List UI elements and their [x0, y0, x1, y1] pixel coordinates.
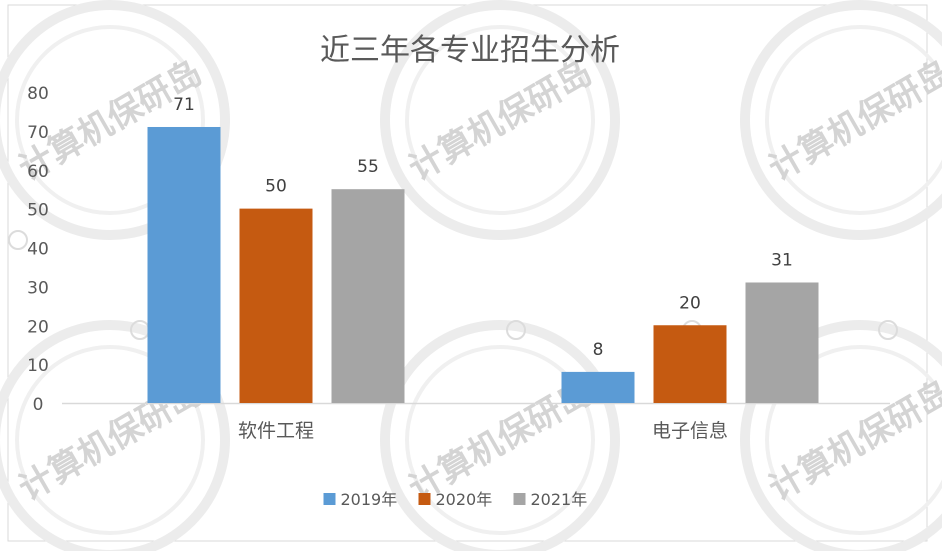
watermark-dot: [878, 320, 898, 340]
x-axis: 软件工程 电子信息: [62, 402, 890, 442]
watermark-ring: [405, 25, 595, 215]
data-labels: 71 50 55 8 20 31: [173, 95, 793, 360]
x-category-label: 软件工程: [238, 420, 314, 442]
legend-swatch: [418, 493, 431, 505]
watermark-ring: [765, 25, 942, 215]
watermark-dot: [506, 320, 526, 340]
data-label: 71: [173, 95, 195, 115]
y-tick-label: 80: [27, 84, 49, 104]
legend-label: 2019年: [341, 490, 398, 509]
y-tick-label: 60: [27, 162, 49, 182]
y-tick-label: 0: [33, 395, 44, 415]
bar-2019年-电子信息: [561, 371, 635, 403]
legend-label: 2021年: [531, 490, 588, 509]
bar-2020年-软件工程: [239, 208, 313, 403]
legend-swatch: [513, 493, 526, 505]
watermark-ring: [740, 320, 942, 551]
watermark-dot: [8, 230, 28, 250]
watermark-ring: [380, 0, 620, 240]
legend-swatch: [323, 493, 336, 505]
data-label: 31: [771, 250, 793, 270]
x-category-label: 电子信息: [652, 420, 728, 442]
bar-2021年-软件工程: [331, 189, 405, 403]
data-label: 8: [593, 340, 604, 360]
data-label: 50: [265, 177, 287, 197]
y-tick-label: 70: [27, 123, 49, 143]
watermark-ring: [765, 345, 942, 535]
legend-label: 2020年: [436, 490, 493, 509]
y-tick-label: 20: [27, 317, 49, 337]
data-label: 55: [357, 157, 379, 177]
legend: 2019年 2020年 2021年: [323, 490, 588, 509]
y-tick-label: 10: [27, 356, 49, 376]
y-tick-label: 40: [27, 240, 49, 260]
bar-series: [147, 126, 819, 404]
y-tick-label: 50: [27, 201, 49, 221]
watermark-ring: [0, 320, 230, 551]
bar-2021年-电子信息: [745, 282, 819, 403]
watermark-ring: [405, 345, 595, 535]
watermark-ring: [740, 0, 942, 240]
bar-2019年-软件工程: [147, 126, 221, 404]
watermark-ring: [380, 320, 620, 551]
watermark-ring: [15, 25, 205, 215]
y-axis: 0 10 20 30 40 50 60 70 80: [27, 84, 49, 415]
watermark-ring: [0, 0, 230, 240]
chart-title: 近三年各专业招生分析: [320, 33, 620, 68]
y-tick-label: 30: [27, 278, 49, 298]
data-label: 20: [679, 293, 701, 313]
watermark-ring: [15, 345, 205, 535]
bar-2020年-电子信息: [653, 325, 727, 403]
